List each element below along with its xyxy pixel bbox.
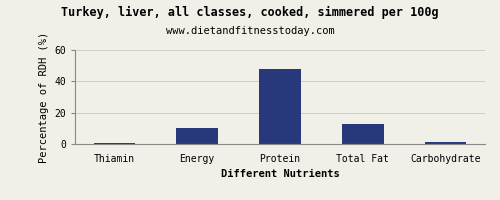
Bar: [260, 69, 300, 144]
Bar: [94, 143, 135, 144]
Text: www.dietandfitnesstoday.com: www.dietandfitnesstoday.com: [166, 26, 334, 36]
Bar: [342, 124, 384, 144]
Bar: [176, 128, 218, 144]
Y-axis label: Percentage of RDH (%): Percentage of RDH (%): [38, 31, 48, 163]
Bar: [425, 142, 467, 144]
X-axis label: Different Nutrients: Different Nutrients: [220, 169, 340, 179]
Text: Turkey, liver, all classes, cooked, simmered per 100g: Turkey, liver, all classes, cooked, simm…: [61, 6, 439, 19]
